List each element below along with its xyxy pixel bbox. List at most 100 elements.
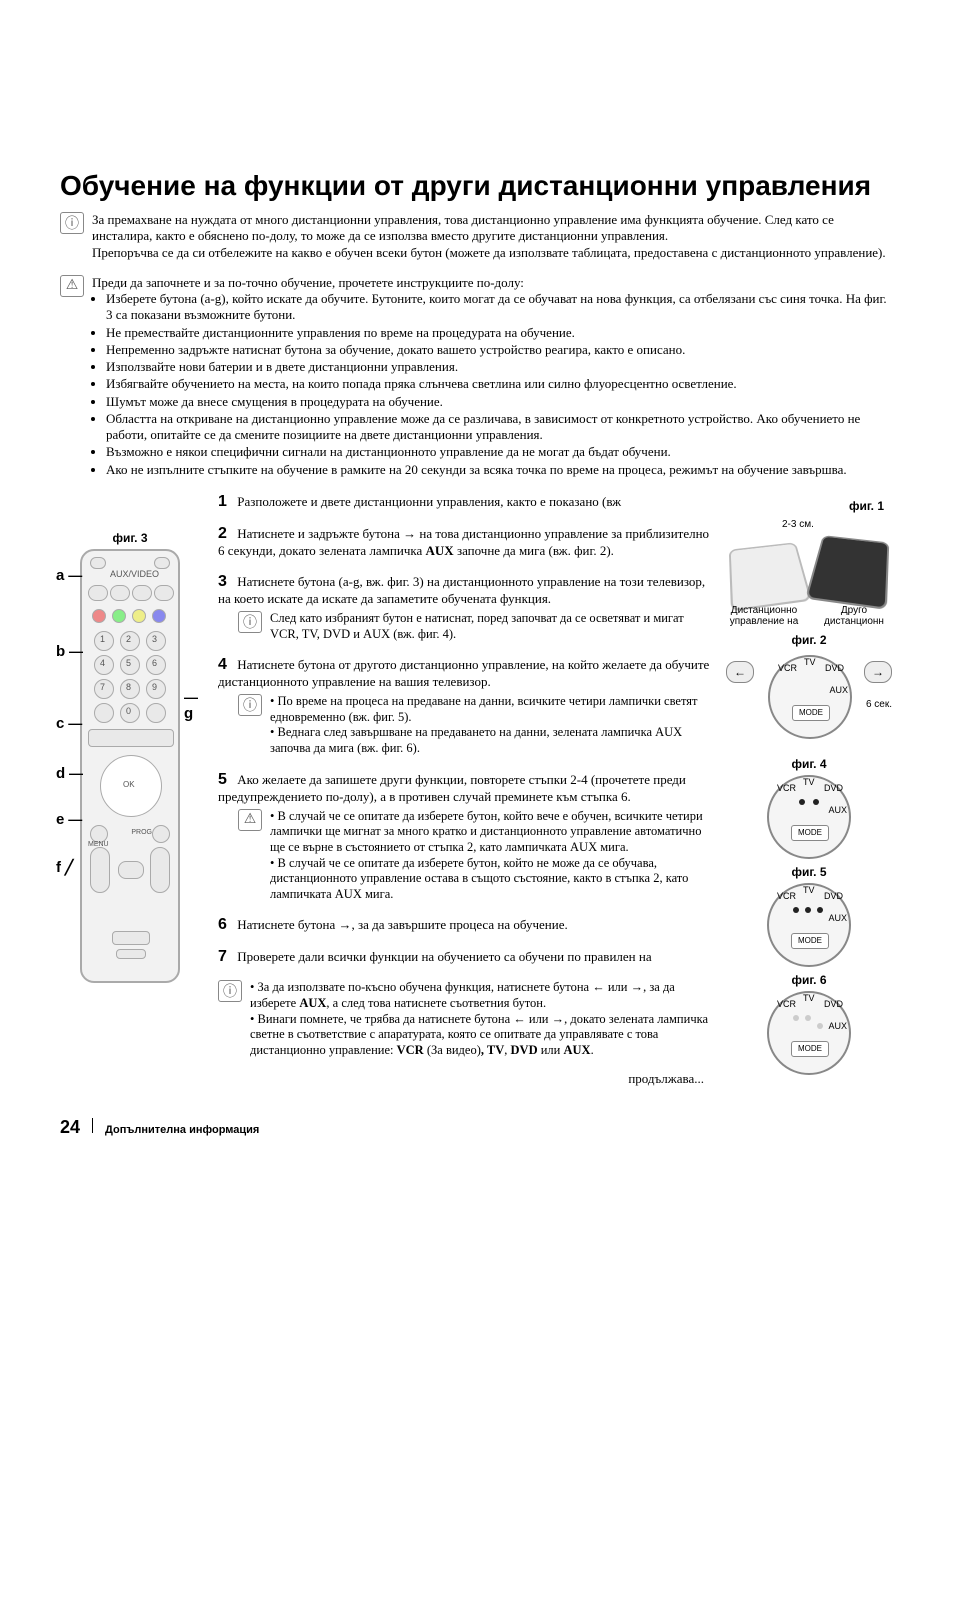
remote-color-button (112, 609, 126, 623)
indicator-dot (817, 907, 823, 913)
arrow-right-icon: → (339, 917, 352, 932)
step-number: 7 (218, 948, 234, 966)
info-icon: ⓘ (60, 212, 84, 234)
warning-item: Непременно задръжте натиснат бутона за о… (106, 342, 894, 358)
page: Обучение на функции от други дистанционн… (0, 0, 954, 1178)
warning-item: Шумът може да внесе смущения в процедура… (106, 394, 894, 410)
step-5: 5 Ако желаете да запишете други функции,… (218, 771, 714, 903)
page-title: Обучение на функции от други дистанционн… (60, 170, 894, 202)
remote-num-6: 6 (146, 655, 166, 675)
remote-brand (112, 931, 150, 945)
fig3-label: фиг. 3 (60, 531, 200, 545)
step-text: Разположете и двете дистанционни управле… (237, 494, 621, 509)
steps-column: 1 Разположете и двете дистанционни управ… (200, 493, 724, 1087)
intro-block: ⓘ За премахване на нуждата от много дист… (60, 212, 894, 261)
step-number: 1 (218, 493, 234, 511)
remote-rocker (150, 847, 170, 893)
remote-button (152, 825, 170, 843)
fig5-label: фиг. 5 (724, 865, 894, 879)
figure-2: ← VCR TV DVD AUX MODE → 6 сек. (724, 651, 894, 751)
indicator-dot (793, 1015, 799, 1021)
fig2-seconds: 6 сек. (866, 699, 892, 710)
indicator-dot (817, 1023, 823, 1029)
warning-icon: ⚠ (238, 809, 262, 831)
fig1-caption-2: Друго дистанционн (814, 605, 894, 627)
step-3: 3 Натиснете бутона (a-g, вж. фиг. 3) на … (218, 573, 714, 642)
warning-item: Не премествайте дистанционните управлени… (106, 325, 894, 341)
remote-button (88, 585, 108, 601)
note-text: • За да използвате по-късно обучена функ… (250, 980, 714, 1058)
right-figures-column: фиг. 1 2-3 см. Дистанционно управление н… (724, 493, 894, 1087)
warning-item: Ако не изпълните стъпките на обучение в … (106, 462, 894, 478)
mode-dial: VCR TV DVD AUX MODE (768, 655, 852, 739)
note-text: След като избраният бутон е натиснат, по… (270, 611, 714, 642)
intro-line1: За премахване на нуждата от много дистан… (92, 212, 834, 243)
step-text: Натиснете бутона от другото дистанционно… (218, 657, 709, 689)
arrow-left-button: ← (726, 661, 754, 683)
step-4: 4 Натиснете бутона от другото дистанцион… (218, 656, 714, 757)
warning-item: Използвайте нови батерии и в двете диста… (106, 359, 894, 375)
remote-button (154, 557, 170, 569)
indicator-dot (793, 907, 799, 913)
step-7: 7 Проверете дали всички функции на обуче… (218, 948, 714, 966)
footer-section: Допълнителна информация (105, 1124, 259, 1136)
pointer-a: a — (56, 567, 82, 584)
indicator-dot (799, 799, 805, 805)
remote-color-button (132, 609, 146, 623)
footer-divider (92, 1118, 93, 1133)
fig4-label: фиг. 4 (724, 757, 894, 771)
arrow-right-icon: → (631, 980, 644, 994)
step-text: Натиснете бутона →, за да завършите проц… (237, 917, 567, 932)
figure-3-column: фиг. 3 AUX/VIDEO 1 2 3 4 (60, 493, 200, 1087)
continues-label: продължава... (218, 1071, 714, 1087)
pointer-f: f ╱ (56, 859, 73, 876)
remote-rocker (90, 847, 110, 893)
fig1-label: фиг. 1 (724, 499, 884, 513)
remote-num-7: 7 (94, 679, 114, 699)
figure-4: VCR TV DVD AUX MODE (767, 775, 851, 859)
pointer-d: d — (56, 765, 83, 782)
remote-num-1: 1 (94, 631, 114, 651)
remote-button (132, 585, 152, 601)
step-number: 3 (218, 573, 234, 591)
arrow-right-icon: → (552, 1012, 565, 1026)
step-1: 1 Разположете и двете дистанционни управ… (218, 493, 714, 511)
remote-button (110, 585, 130, 601)
step-number: 6 (218, 916, 234, 934)
warning-item: Областта на откриване на дистанционно уп… (106, 411, 894, 444)
remote-num-4: 4 (94, 655, 114, 675)
main-columns: фиг. 3 AUX/VIDEO 1 2 3 4 (60, 493, 894, 1087)
info-icon: ⓘ (218, 980, 242, 1002)
step3-note: ⓘ След като избраният бутон е натиснат, … (238, 611, 714, 642)
pointer-c: c — (56, 715, 82, 732)
fig1-remote-left (729, 542, 812, 611)
mode-label: MODE (792, 705, 830, 721)
warning-item: Избягвайте обучението на места, на които… (106, 376, 894, 392)
warning-icon: ⚠ (60, 275, 84, 297)
figure-5: VCR TV DVD AUX MODE (767, 883, 851, 967)
remote-num-0: 0 (120, 703, 140, 723)
remote-button (116, 949, 146, 959)
step-6: 6 Натиснете бутона →, за да завършите пр… (218, 916, 714, 934)
warning-item: Изберете бутона (a-g), който искате да о… (106, 291, 894, 324)
remote-button (146, 703, 166, 723)
step4-note: ⓘ • По време на процеса на предаване на … (238, 694, 714, 757)
remote-aux-label: AUX/VIDEO (110, 569, 159, 579)
warning-item: Възможно е някои специфични сигнали на д… (106, 444, 894, 460)
remote-button (90, 557, 106, 569)
figure-6: VCR TV DVD AUX MODE (767, 991, 851, 1075)
indicator-dot (805, 907, 811, 913)
remote-diagram: AUX/VIDEO 1 2 3 4 5 6 (80, 549, 180, 983)
arrow-right-button: → (864, 661, 892, 683)
step-text: Ако желаете да запишете други функции, п… (218, 772, 686, 804)
warning-list: Изберете бутона (a-g), който искате да о… (92, 291, 894, 478)
info-icon: ⓘ (238, 611, 262, 633)
remote-button (94, 703, 114, 723)
pointer-g: — g (184, 689, 200, 722)
info-icon: ⓘ (238, 694, 262, 716)
step-number: 2 (218, 525, 234, 543)
indicator-dot (805, 1015, 811, 1021)
remote-transport-bar (88, 729, 174, 747)
remote-num-3: 3 (146, 631, 166, 651)
arrow-left-icon: ← (592, 980, 605, 994)
